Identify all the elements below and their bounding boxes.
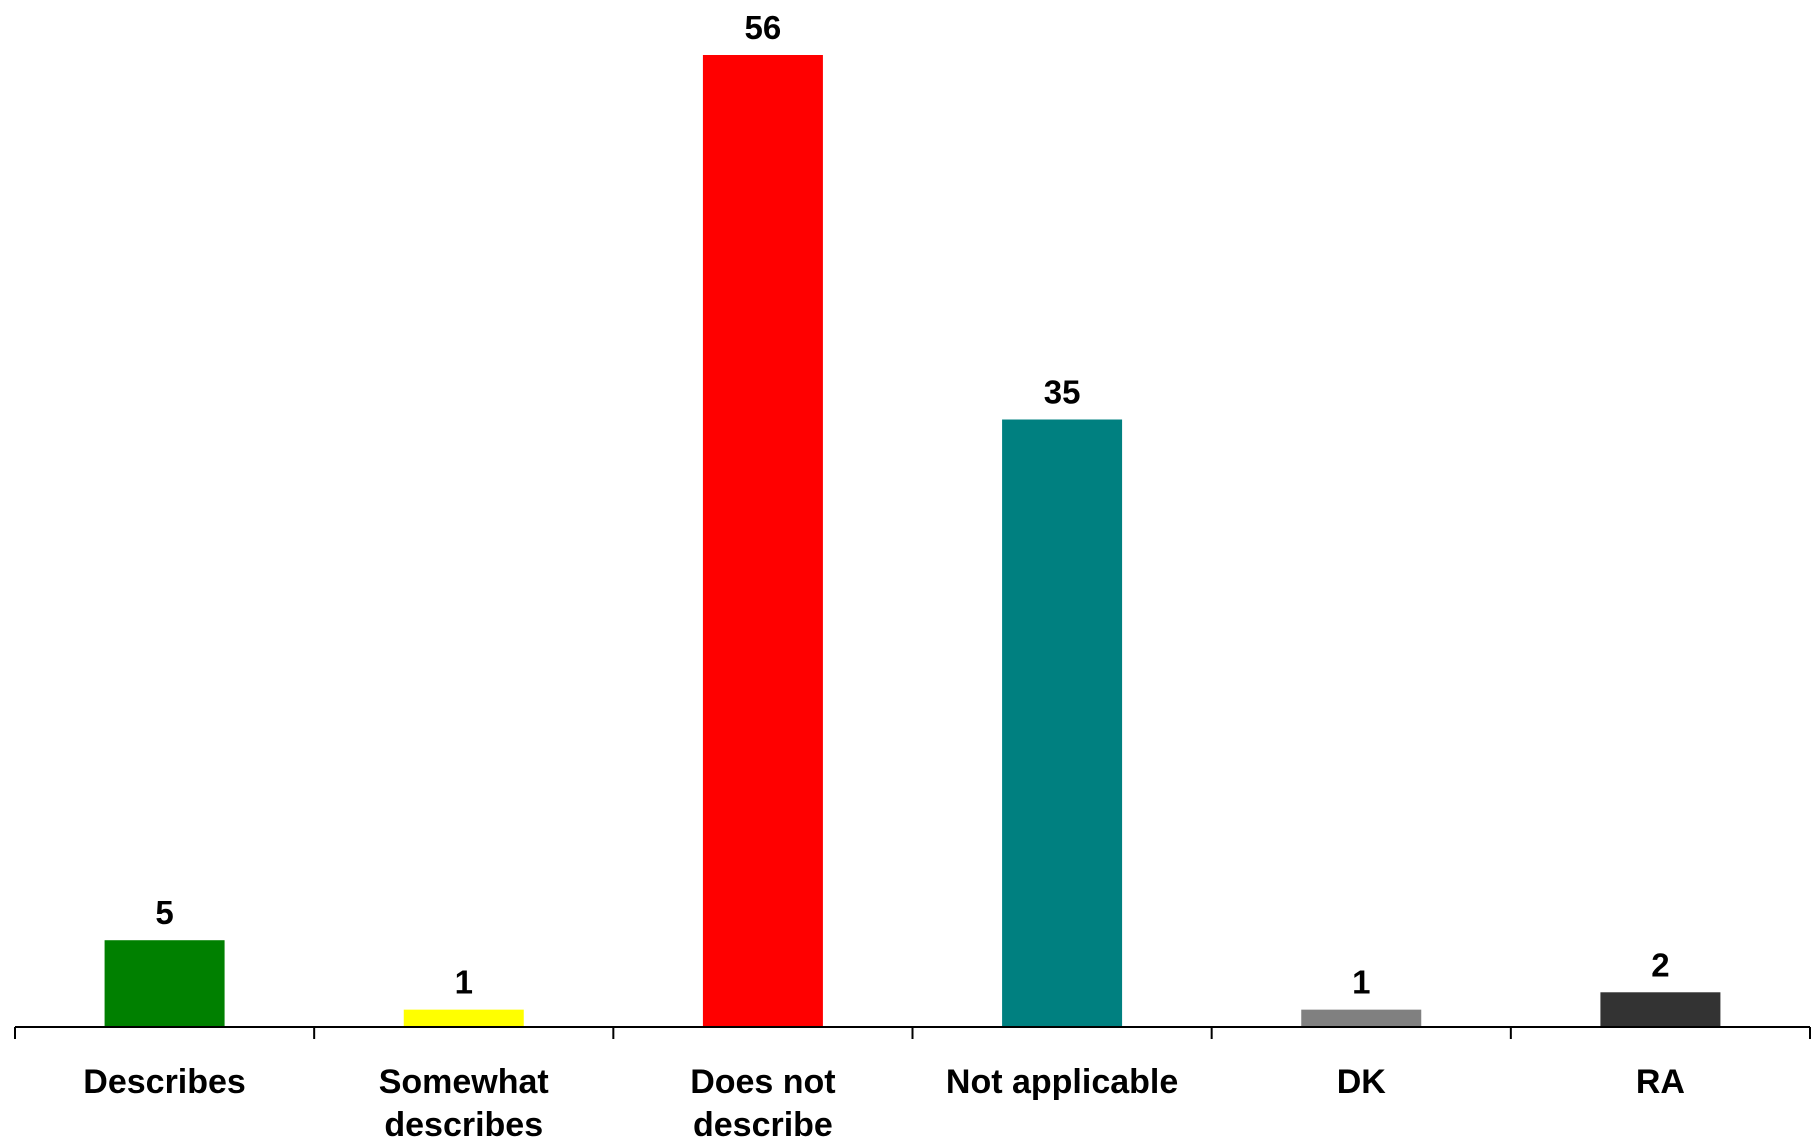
value-label-6: 2	[1651, 946, 1669, 983]
value-label-4: 35	[1044, 374, 1081, 411]
value-label-1: 5	[155, 894, 173, 931]
value-labels: 5 1 56 35 1 2	[155, 9, 1669, 1001]
category-label-line: Not applicable	[946, 1063, 1178, 1101]
category-label-line: Somewhat	[379, 1063, 549, 1101]
bar-6	[1600, 992, 1721, 1027]
bar-3	[702, 55, 823, 1027]
category-label-3: Does not describe	[690, 1063, 835, 1141]
value-label-2: 1	[455, 964, 473, 1001]
category-label-line: describes	[384, 1106, 543, 1141]
x-axis	[14, 1026, 1811, 1039]
category-label-line: Does not	[690, 1063, 835, 1101]
category-label-2: Somewhat describes	[379, 1063, 549, 1141]
category-label-line: Describes	[83, 1063, 246, 1101]
value-label-3: 56	[745, 9, 782, 46]
bar-5	[1301, 1009, 1422, 1027]
category-labels: Describes Somewhat describes Does not descri…	[83, 1063, 1685, 1141]
category-label-line: RA	[1636, 1063, 1685, 1101]
category-label-5: DK	[1337, 1063, 1387, 1101]
category-label-line: describe	[693, 1106, 833, 1141]
bar-2	[403, 1009, 524, 1027]
category-label-6: RA	[1636, 1063, 1685, 1101]
category-label-line: DK	[1337, 1063, 1387, 1101]
bar-4	[1002, 419, 1123, 1027]
bar-1	[104, 940, 225, 1027]
category-label-4: Not applicable	[946, 1063, 1178, 1101]
category-label-1: Describes	[83, 1063, 246, 1101]
bars	[104, 55, 1721, 1027]
value-label-5: 1	[1352, 964, 1370, 1001]
